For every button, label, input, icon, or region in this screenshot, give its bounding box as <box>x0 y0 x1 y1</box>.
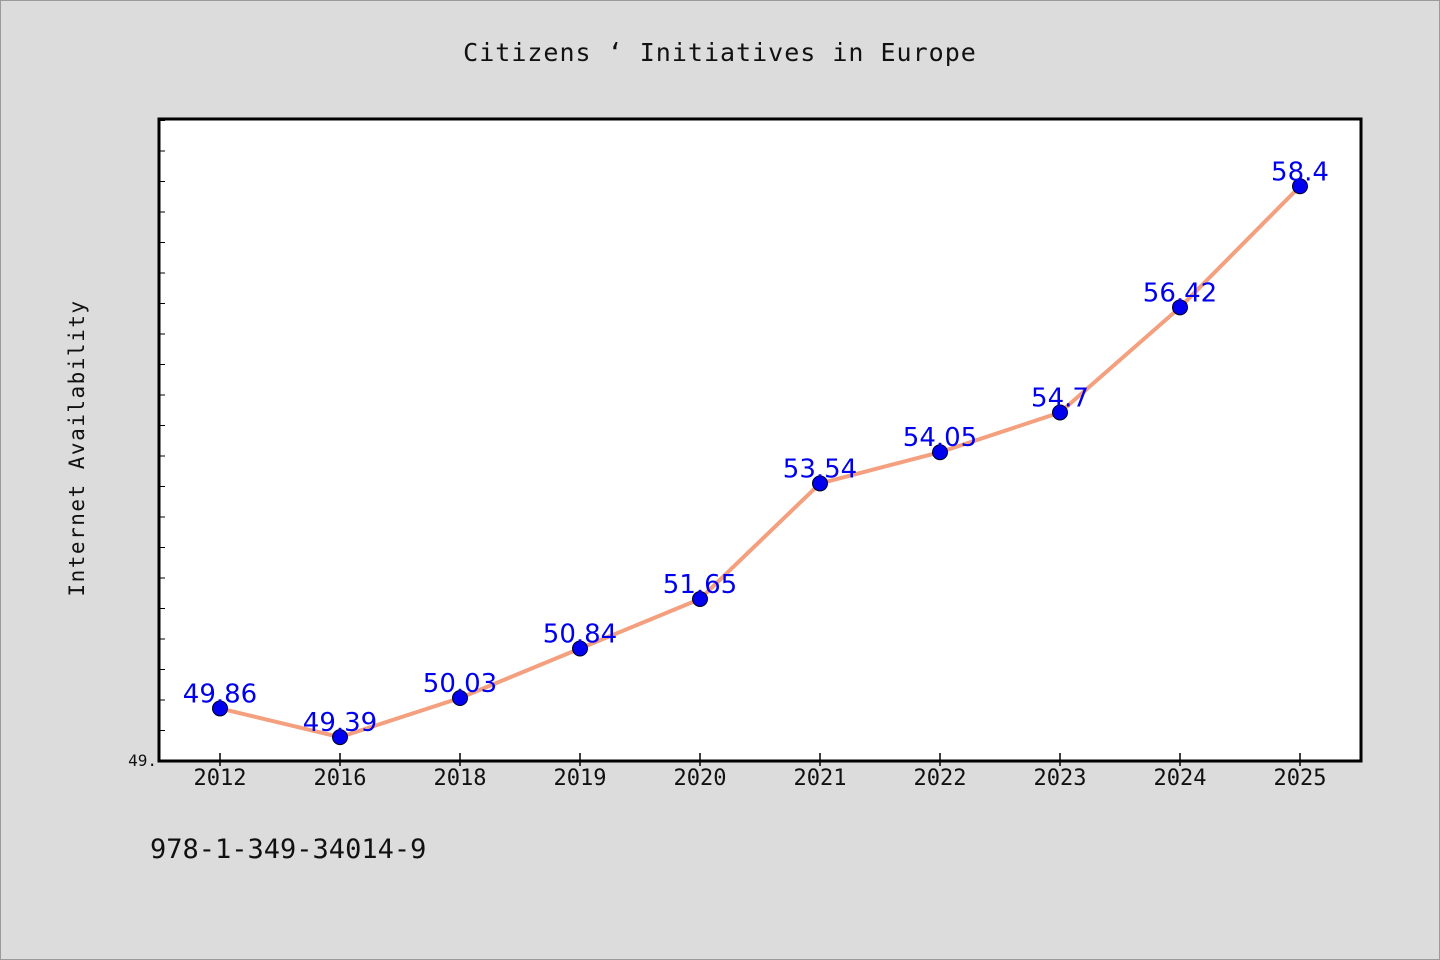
data-point <box>1292 178 1308 195</box>
data-point <box>1052 404 1068 421</box>
y-tick-label: 49. <box>128 751 157 770</box>
data-label: 53.54 <box>783 454 857 484</box>
data-point <box>212 700 228 717</box>
data-label: 51.65 <box>663 570 737 600</box>
data-label: 49.39 <box>303 708 377 738</box>
x-tick-label: 2021 <box>794 766 847 791</box>
data-point <box>572 640 588 657</box>
x-tick-label: 2023 <box>1034 766 1087 791</box>
x-tick-label: 2012 <box>194 766 247 791</box>
x-tick-label: 2025 <box>1274 766 1327 791</box>
x-tick-label: 2022 <box>914 766 967 791</box>
plot-border <box>157 117 1363 763</box>
x-tick-label: 2019 <box>554 766 607 791</box>
x-tick-label: 2018 <box>434 766 487 791</box>
isbn-text: 978-1-349-34014-9 <box>150 834 427 865</box>
chart-title: Citizens ‘ Initiatives in Europe <box>463 38 977 67</box>
x-tick-label: 2020 <box>674 766 727 791</box>
data-label: 50.84 <box>543 619 617 649</box>
data-label: 49.86 <box>183 679 257 709</box>
data-point <box>692 590 708 607</box>
x-tick-label: 2016 <box>314 766 367 791</box>
data-label: 50.03 <box>423 669 497 699</box>
data-label: 54.7 <box>1031 383 1089 413</box>
data-label: 54.05 <box>903 423 977 453</box>
data-point <box>452 690 468 707</box>
data-point <box>932 444 948 461</box>
data-point <box>332 729 348 746</box>
data-point <box>1172 299 1188 316</box>
data-label: 56.42 <box>1143 278 1217 308</box>
data-point <box>812 475 828 492</box>
plot-area <box>159 119 1361 761</box>
x-tick-label: 2024 <box>1154 766 1207 791</box>
series-line <box>218 184 1302 740</box>
data-label: 58.4 <box>1271 157 1329 187</box>
